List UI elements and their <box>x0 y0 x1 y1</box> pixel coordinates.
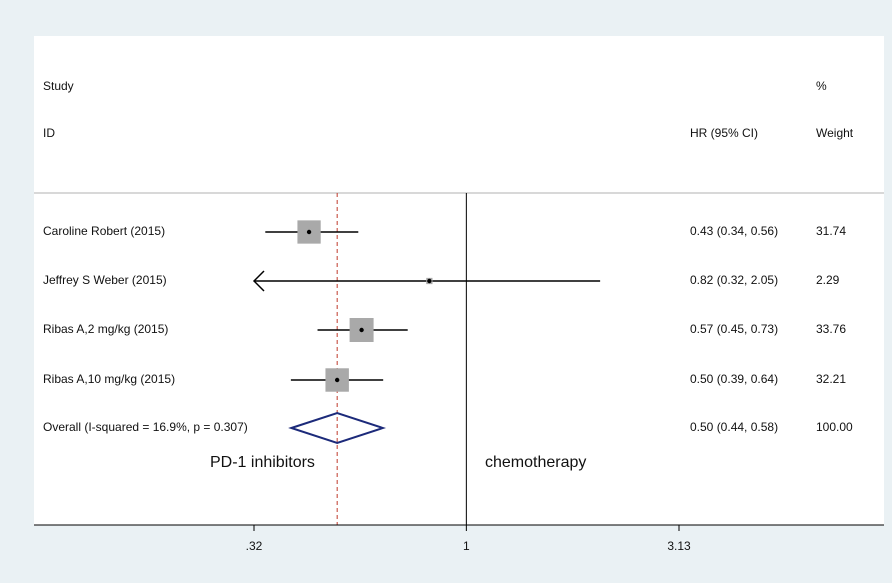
study-label: Jeffrey S Weber (2015) <box>43 273 167 287</box>
header-weight: Weight <box>816 126 854 140</box>
overall-hr-ci-value: 0.50 (0.44, 0.58) <box>690 420 779 434</box>
x-tick-label: 3.13 <box>667 539 691 553</box>
hr-ci-value: 0.50 (0.39, 0.64) <box>690 372 779 386</box>
overall-diamond <box>288 411 387 445</box>
favours-left-label: PD-1 inhibitors <box>210 454 315 471</box>
point-estimate <box>359 327 364 333</box>
header-study: Study <box>43 79 74 93</box>
overall-label: Overall (I-squared = 16.9%, p = 0.307) <box>43 420 248 434</box>
study-label: Ribas A,10 mg/kg (2015) <box>43 372 176 386</box>
x-tick-label: .32 <box>245 539 263 553</box>
weight-value: 32.21 <box>816 372 847 386</box>
point-estimate <box>306 229 312 235</box>
weight-value: 33.76 <box>816 322 847 336</box>
point-estimate <box>427 278 432 284</box>
header-hr: HR (95% CI) <box>690 126 759 140</box>
hr-ci-value: 0.82 (0.32, 2.05) <box>690 273 779 287</box>
study-label: Caroline Robert (2015) <box>43 224 166 238</box>
header-id: ID <box>43 126 55 140</box>
favours-right-label: chemotherapy <box>485 454 587 471</box>
point-estimate <box>334 377 340 383</box>
study-label: Ribas A,2 mg/kg (2015) <box>43 322 169 336</box>
hr-ci-value: 0.43 (0.34, 0.56) <box>690 224 779 238</box>
overall-weight-value: 100.00 <box>816 420 853 434</box>
ci-truncation-arrow <box>252 270 265 292</box>
hr-ci-value: 0.57 (0.45, 0.73) <box>690 322 779 336</box>
x-tick-label: 1 <box>463 539 470 553</box>
weight-value: 31.74 <box>816 224 847 238</box>
weight-value: 2.29 <box>816 273 840 287</box>
header-weight-top: % <box>816 79 827 93</box>
